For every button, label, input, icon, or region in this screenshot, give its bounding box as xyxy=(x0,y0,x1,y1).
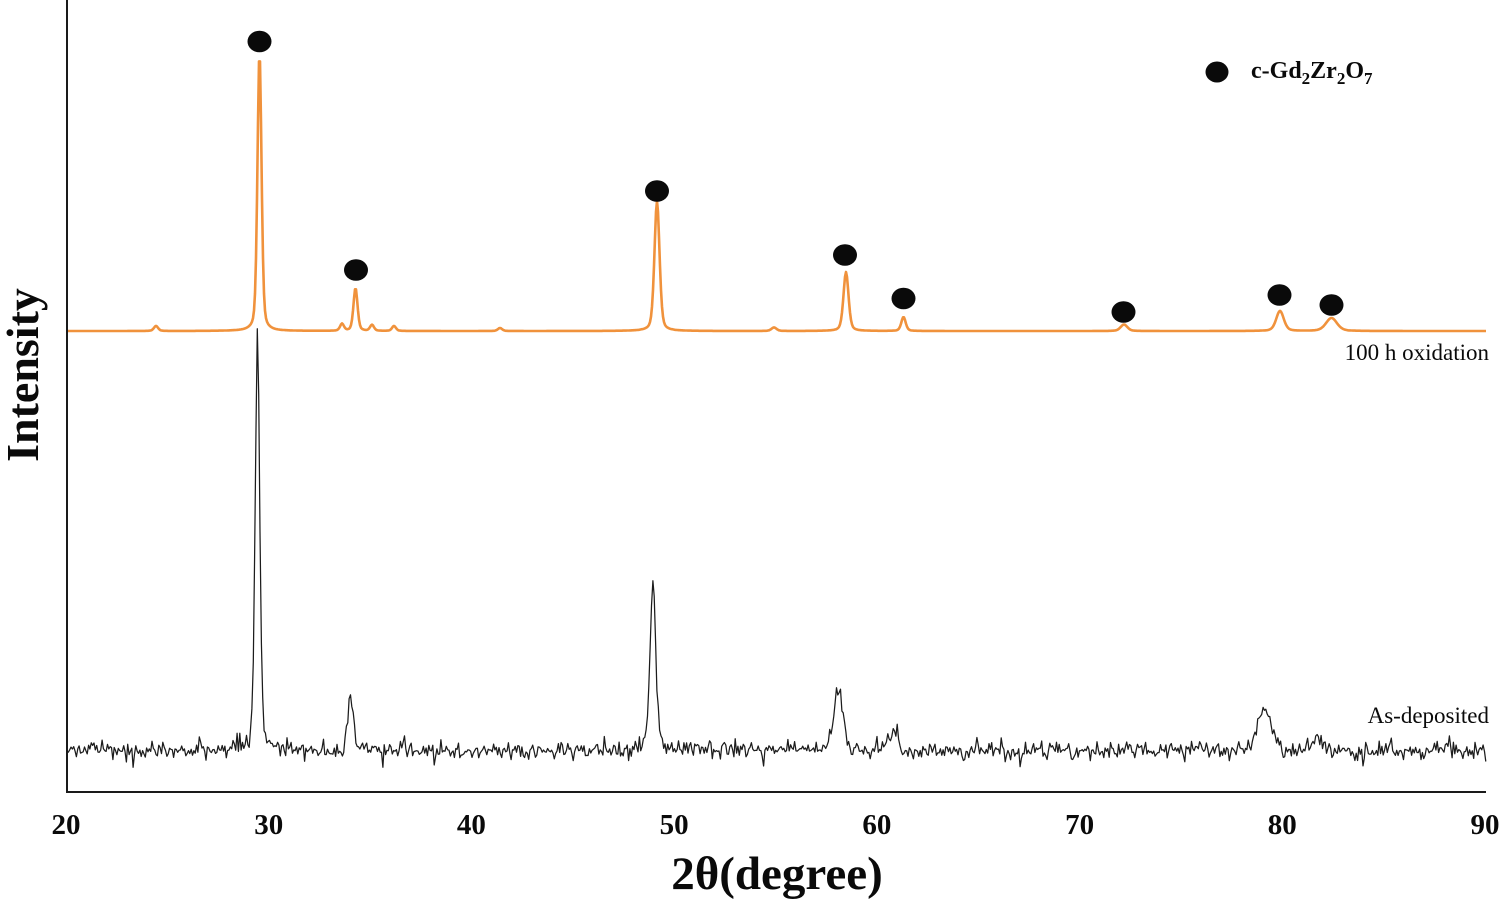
svg-text:60: 60 xyxy=(862,809,891,841)
svg-text:30: 30 xyxy=(254,809,283,841)
svg-text:40: 40 xyxy=(457,809,486,841)
svg-text:50: 50 xyxy=(660,809,689,841)
svg-text:20: 20 xyxy=(52,809,81,841)
svg-text:2θ(degree): 2θ(degree) xyxy=(671,848,883,900)
svg-text:90: 90 xyxy=(1471,809,1500,841)
svg-text:c-Gd2Zr2O7: c-Gd2Zr2O7 xyxy=(1251,58,1373,88)
svg-text:Intensity: Intensity xyxy=(0,288,48,462)
svg-text:80: 80 xyxy=(1268,809,1297,841)
svg-text:As-deposited: As-deposited xyxy=(1368,703,1490,728)
svg-text:70: 70 xyxy=(1065,809,1094,841)
svg-text:100 h oxidation: 100 h oxidation xyxy=(1345,340,1490,365)
